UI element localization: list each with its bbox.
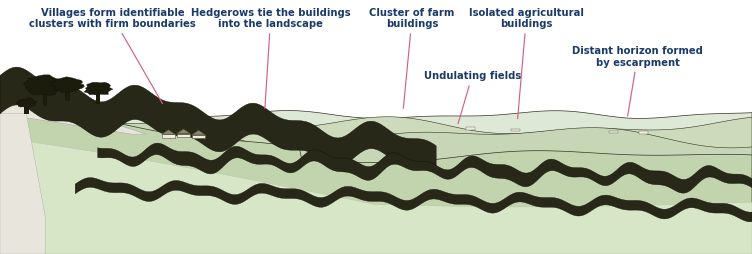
Polygon shape	[0, 104, 752, 254]
Polygon shape	[0, 68, 436, 172]
Polygon shape	[0, 106, 752, 254]
Polygon shape	[0, 114, 752, 254]
Polygon shape	[0, 114, 45, 254]
Bar	[43, 89, 47, 107]
Text: Villages form identifiable
clusters with firm boundaries: Villages form identifiable clusters with…	[29, 8, 196, 104]
Polygon shape	[177, 130, 190, 134]
Polygon shape	[0, 97, 147, 135]
Text: Isolated agricultural
buildings: Isolated agricultural buildings	[469, 8, 584, 119]
Text: Hedgerows tie the buildings
into the landscape: Hedgerows tie the buildings into the lan…	[191, 8, 350, 109]
Bar	[466, 128, 475, 130]
Bar	[96, 92, 100, 104]
Bar	[192, 135, 205, 139]
Text: Distant horizon formed
by escarpment: Distant horizon formed by escarpment	[572, 46, 703, 117]
Text: Undulating fields: Undulating fields	[423, 71, 521, 124]
Bar	[65, 88, 70, 102]
Polygon shape	[50, 77, 84, 93]
Polygon shape	[0, 138, 752, 254]
Polygon shape	[23, 75, 68, 96]
Bar	[162, 135, 175, 138]
Bar	[177, 134, 190, 138]
Bar	[24, 105, 29, 114]
Polygon shape	[98, 144, 752, 193]
Polygon shape	[192, 131, 205, 135]
Bar	[511, 129, 520, 132]
Polygon shape	[0, 108, 752, 254]
Polygon shape	[16, 98, 37, 108]
Polygon shape	[75, 178, 752, 222]
Text: Cluster of farm
buildings: Cluster of farm buildings	[369, 8, 455, 109]
Bar	[639, 132, 648, 134]
Polygon shape	[84, 83, 113, 96]
Polygon shape	[162, 130, 175, 135]
Bar	[609, 131, 618, 133]
